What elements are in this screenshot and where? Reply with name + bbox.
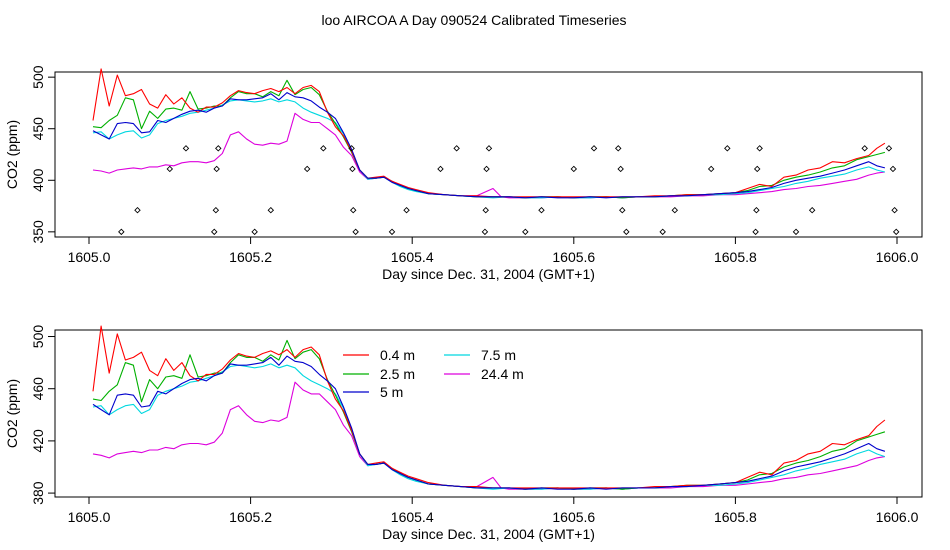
x-tick-label: 1605.4	[391, 509, 434, 525]
scatter-point	[756, 145, 763, 152]
x-tick-label: 1606.0	[876, 249, 919, 265]
figure-title: loo AIRCOA A Day 090524 Calibrated Times…	[321, 12, 626, 28]
scatter-point	[615, 145, 622, 152]
top-series-group	[92, 68, 886, 199]
top-x-axis: 1605.0 1605.2 1605.4 1605.6 1605.8 1606.0	[68, 237, 919, 265]
scatter-point	[753, 165, 761, 173]
scatter-point	[267, 206, 275, 214]
scatter-point	[349, 206, 357, 214]
scatter-point	[808, 206, 816, 214]
series-line-7-5-m	[92, 98, 886, 199]
scatter-point	[889, 165, 897, 173]
series-line-2-5-m	[92, 79, 886, 199]
y-tick-label: 350	[30, 220, 46, 244]
series-line-0-4-m	[92, 68, 886, 198]
bottom-series-group	[92, 325, 886, 490]
scatter-point	[752, 228, 759, 236]
scatter-point	[892, 228, 900, 236]
bottom-x-axis-label: Day since Dec. 31, 2004 (GMT+1)	[382, 526, 595, 542]
scatter-point	[724, 145, 731, 152]
y-tick-label: 380	[30, 481, 46, 505]
scatter-point	[182, 145, 190, 152]
y-tick-label: 420	[30, 429, 46, 453]
y-tick-label: 400	[30, 168, 46, 192]
scatter-point	[215, 145, 222, 152]
x-tick-label: 1605.6	[552, 249, 595, 265]
scatter-point	[885, 145, 893, 152]
scatter-point	[538, 206, 545, 214]
x-tick-label: 1605.4	[391, 249, 434, 265]
scatter-point	[861, 145, 868, 152]
scatter-point	[483, 165, 490, 173]
scatter-point	[134, 206, 141, 214]
legend-label: 2.5 m	[380, 366, 415, 382]
scatter-point	[707, 165, 715, 173]
scatter-point	[303, 165, 311, 173]
legend-label: 7.5 m	[481, 347, 516, 363]
scatter-point	[659, 228, 666, 236]
scatter-point	[522, 228, 529, 236]
scatter-point	[352, 228, 359, 236]
scatter-point	[753, 206, 760, 214]
x-tick-label: 1605.8	[714, 509, 757, 525]
bottom-x-axis: 1605.0 1605.2 1605.4 1605.6 1605.8 1606.0	[68, 497, 919, 525]
x-tick-label: 1605.6	[552, 509, 595, 525]
scatter-point	[671, 206, 679, 214]
scatter-point	[570, 165, 578, 173]
scatter-point	[213, 165, 220, 173]
bottom-y-axis: 380 420 460 500	[30, 325, 55, 505]
legend-label: 5 m	[380, 384, 403, 400]
scatter-point	[453, 145, 460, 152]
scatter-point	[792, 228, 800, 236]
series-line-5-m	[92, 92, 886, 199]
y-tick-label: 450	[30, 117, 46, 141]
series-line-0-4-m	[92, 325, 886, 489]
scatter-point	[403, 206, 410, 214]
scatter-point	[118, 228, 125, 236]
scatter-point	[623, 228, 630, 236]
x-tick-label: 1605.2	[229, 509, 272, 525]
top-y-axis-label: CO2 (ppm)	[4, 120, 20, 189]
legend: 0.4 m 2.5 m 5 m 7.5 m 24.4 m	[343, 347, 524, 400]
scatter-point	[485, 145, 493, 152]
series-line-5-m	[92, 355, 886, 490]
x-tick-label: 1605.8	[714, 249, 757, 265]
top-y-axis: 350 400 450 500	[30, 65, 55, 244]
scatter-point	[481, 228, 489, 236]
scatter-point	[320, 145, 327, 152]
scatter-point	[617, 165, 624, 173]
scatter-point	[348, 145, 355, 152]
series-line-7-5-m	[92, 363, 886, 490]
x-tick-label: 1605.2	[229, 249, 272, 265]
scatter-point	[212, 206, 220, 214]
bottom-y-axis-label: CO2 (ppm)	[4, 379, 20, 448]
scatter-point	[619, 206, 626, 214]
x-tick-label: 1605.0	[68, 509, 111, 525]
legend-label: 24.4 m	[481, 366, 524, 382]
x-tick-label: 1605.0	[68, 249, 111, 265]
bottom-plot-frame	[54, 329, 923, 498]
top-scatter-group	[118, 145, 900, 236]
scatter-point	[388, 228, 396, 236]
scatter-point	[482, 206, 489, 214]
y-tick-label: 460	[30, 377, 46, 401]
scatter-point	[590, 145, 598, 152]
scatter-point	[211, 228, 218, 236]
y-tick-label: 500	[30, 65, 46, 89]
scatter-point	[166, 165, 174, 173]
scatter-point	[251, 228, 258, 236]
x-tick-label: 1606.0	[876, 509, 919, 525]
y-tick-label: 500	[30, 325, 46, 349]
top-x-axis-label: Day since Dec. 31, 2004 (GMT+1)	[382, 266, 595, 282]
scatter-point	[891, 206, 898, 214]
legend-label: 0.4 m	[380, 347, 415, 363]
scatter-point	[349, 165, 356, 173]
scatter-point	[437, 165, 444, 173]
top-plot-frame	[54, 71, 923, 238]
